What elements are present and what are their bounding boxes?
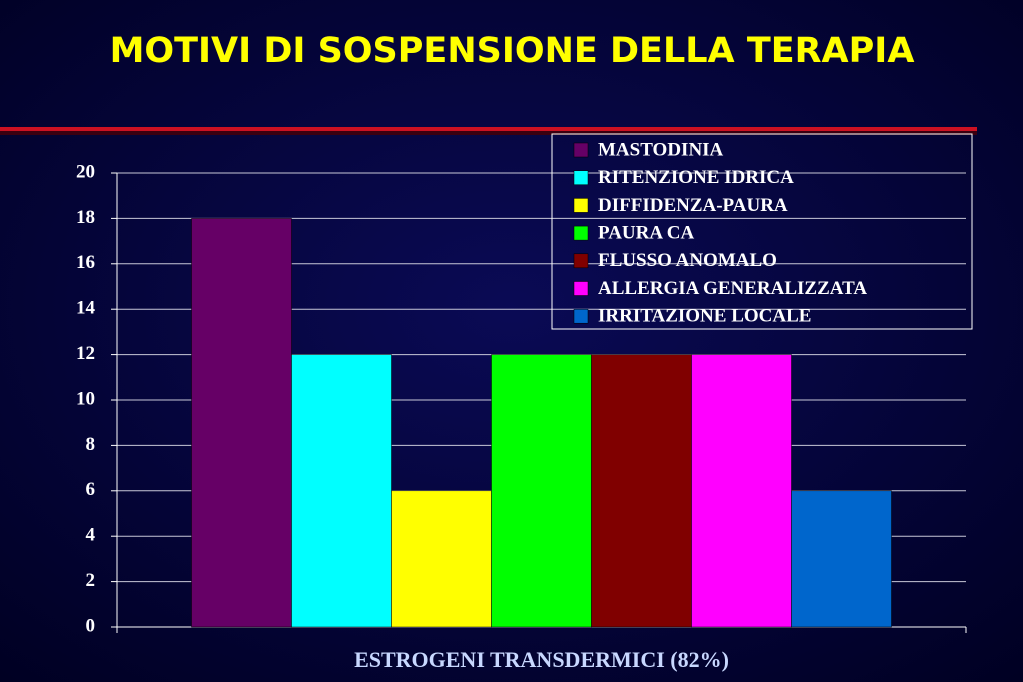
legend-swatch (573, 225, 589, 241)
legend-box (551, 133, 973, 330)
y-tick-label: 8 (86, 434, 96, 455)
y-tick-label: 6 (86, 479, 96, 500)
legend-label: MASTODINIA (598, 139, 724, 160)
y-tick-label: 18 (76, 207, 95, 228)
bar (691, 354, 792, 628)
legend-swatch (573, 281, 589, 296)
bar (191, 218, 292, 628)
title-rule (0, 127, 977, 131)
chart-title: MOTIVI DI SOSPENSIONE DELLA TERAPIA (110, 31, 915, 71)
legend-label: FLUSSO ANOMALO (598, 250, 777, 271)
y-tick-label: 4 (86, 525, 96, 546)
legend-swatch (573, 170, 589, 185)
legend-swatch (573, 308, 589, 324)
legend-label: RITENZIONE IDRICA (598, 167, 794, 188)
y-tick-label: 16 (76, 252, 95, 273)
y-tick-label: 14 (76, 298, 96, 319)
legend-swatch (573, 198, 589, 213)
legend-label: ALLERGIA GENERALIZZATA (598, 278, 867, 299)
legend-label: IRRITAZIONE LOCALE (598, 306, 811, 327)
bar (591, 354, 692, 628)
x-tick-label: ESTROGENI TRANSDERMICI (82%) (354, 647, 729, 672)
y-tick-label: 0 (86, 615, 96, 636)
legend-swatch (573, 142, 589, 158)
y-tick-label: 20 (76, 161, 95, 182)
legend-swatch (573, 253, 589, 269)
legend-label: DIFFIDENZA-PAURA (598, 195, 788, 216)
bar (291, 354, 392, 628)
y-tick-label: 10 (76, 388, 95, 409)
title-rule-shadow (0, 130, 977, 135)
bar (391, 490, 492, 628)
y-tick-label: 12 (76, 343, 95, 364)
bar (791, 490, 892, 628)
legend-label: PAURA CA (598, 222, 695, 243)
y-tick-label: 2 (86, 570, 96, 591)
bar (491, 354, 592, 628)
